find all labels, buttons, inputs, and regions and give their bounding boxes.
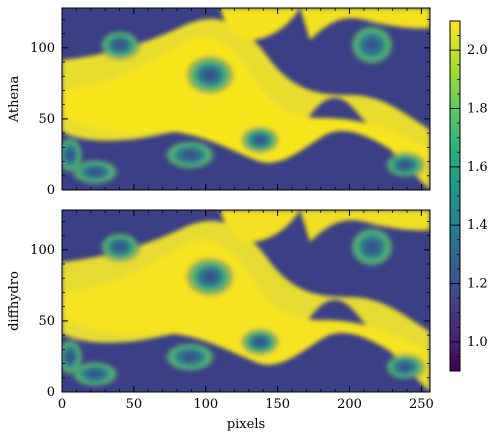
colorbar-tick-label: 1.8	[467, 102, 488, 117]
y-tick-label: 100	[30, 41, 55, 56]
bottom-xlabel: pixels	[227, 417, 265, 432]
colorbar-ticks: 1.0 1.2 1.4 1.6 1.8 2.0	[450, 35, 488, 357]
bottom-axes: 0 50 100 150 200 250 0 50 100	[30, 210, 434, 412]
top-axes: 0 50 100	[30, 8, 430, 198]
colorbar-tick-label: 1.6	[467, 160, 488, 175]
x-tick-label: 100	[193, 397, 218, 412]
bottom-ylabel: diffhydro	[7, 271, 22, 331]
colorbar-tick-label: 1.4	[467, 218, 488, 233]
colorbar: 1.0 1.2 1.4 1.6 1.8 2.0	[449, 20, 488, 372]
colorbar-gradient	[450, 21, 460, 371]
y-tick-label: 50	[38, 314, 55, 329]
colorbar-tick-label: 1.0	[467, 335, 488, 350]
x-tick-label: 200	[337, 397, 362, 412]
colorbar-tick-label: 1.2	[467, 277, 488, 292]
y-tick-label: 50	[38, 112, 55, 127]
y-tick-label: 0	[47, 385, 55, 400]
top-heatmap	[62, 8, 430, 190]
x-tick-label: 250	[409, 397, 434, 412]
top-panel: 0 50 100 Athena	[7, 7, 431, 198]
bottom-heatmap	[62, 210, 430, 392]
y-tick-label: 100	[30, 243, 55, 258]
x-tick-label: 50	[126, 397, 143, 412]
colorbar-tick-label: 2.0	[467, 43, 488, 58]
y-tick-label: 0	[47, 183, 55, 198]
top-ylabel: Athena	[7, 75, 22, 123]
bottom-panel: 0 50 100 150 200 250 0 50 100 diffhydro pixels	[7, 209, 434, 432]
x-tick-label: 0	[58, 397, 66, 412]
x-tick-label: 150	[265, 397, 290, 412]
